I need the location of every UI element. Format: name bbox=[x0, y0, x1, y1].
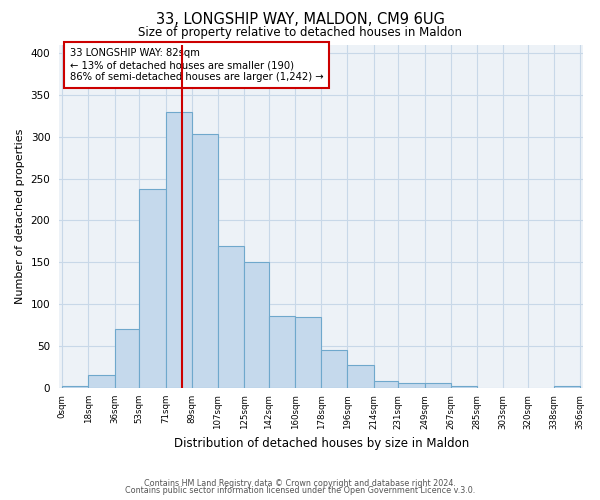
Bar bbox=[192, 134, 218, 388]
Bar bbox=[62, 386, 88, 388]
Bar bbox=[244, 262, 269, 388]
Bar bbox=[295, 316, 321, 388]
Text: 33 LONGSHIP WAY: 82sqm
← 13% of detached houses are smaller (190)
86% of semi-de: 33 LONGSHIP WAY: 82sqm ← 13% of detached… bbox=[70, 48, 323, 82]
Bar bbox=[398, 384, 425, 388]
Text: Contains public sector information licensed under the Open Government Licence v.: Contains public sector information licen… bbox=[125, 486, 475, 495]
Bar bbox=[115, 329, 139, 388]
Bar bbox=[451, 386, 477, 388]
Bar bbox=[269, 316, 295, 388]
Bar bbox=[139, 188, 166, 388]
X-axis label: Distribution of detached houses by size in Maldon: Distribution of detached houses by size … bbox=[173, 437, 469, 450]
Bar bbox=[218, 246, 244, 388]
Bar bbox=[166, 112, 192, 388]
Bar bbox=[425, 384, 451, 388]
Bar bbox=[321, 350, 347, 388]
Bar bbox=[374, 381, 398, 388]
Text: Contains HM Land Registry data © Crown copyright and database right 2024.: Contains HM Land Registry data © Crown c… bbox=[144, 478, 456, 488]
Text: Size of property relative to detached houses in Maldon: Size of property relative to detached ho… bbox=[138, 26, 462, 39]
Bar bbox=[554, 386, 580, 388]
Y-axis label: Number of detached properties: Number of detached properties bbox=[15, 128, 25, 304]
Text: 33, LONGSHIP WAY, MALDON, CM9 6UG: 33, LONGSHIP WAY, MALDON, CM9 6UG bbox=[155, 12, 445, 28]
Bar bbox=[347, 365, 374, 388]
Bar bbox=[88, 375, 115, 388]
